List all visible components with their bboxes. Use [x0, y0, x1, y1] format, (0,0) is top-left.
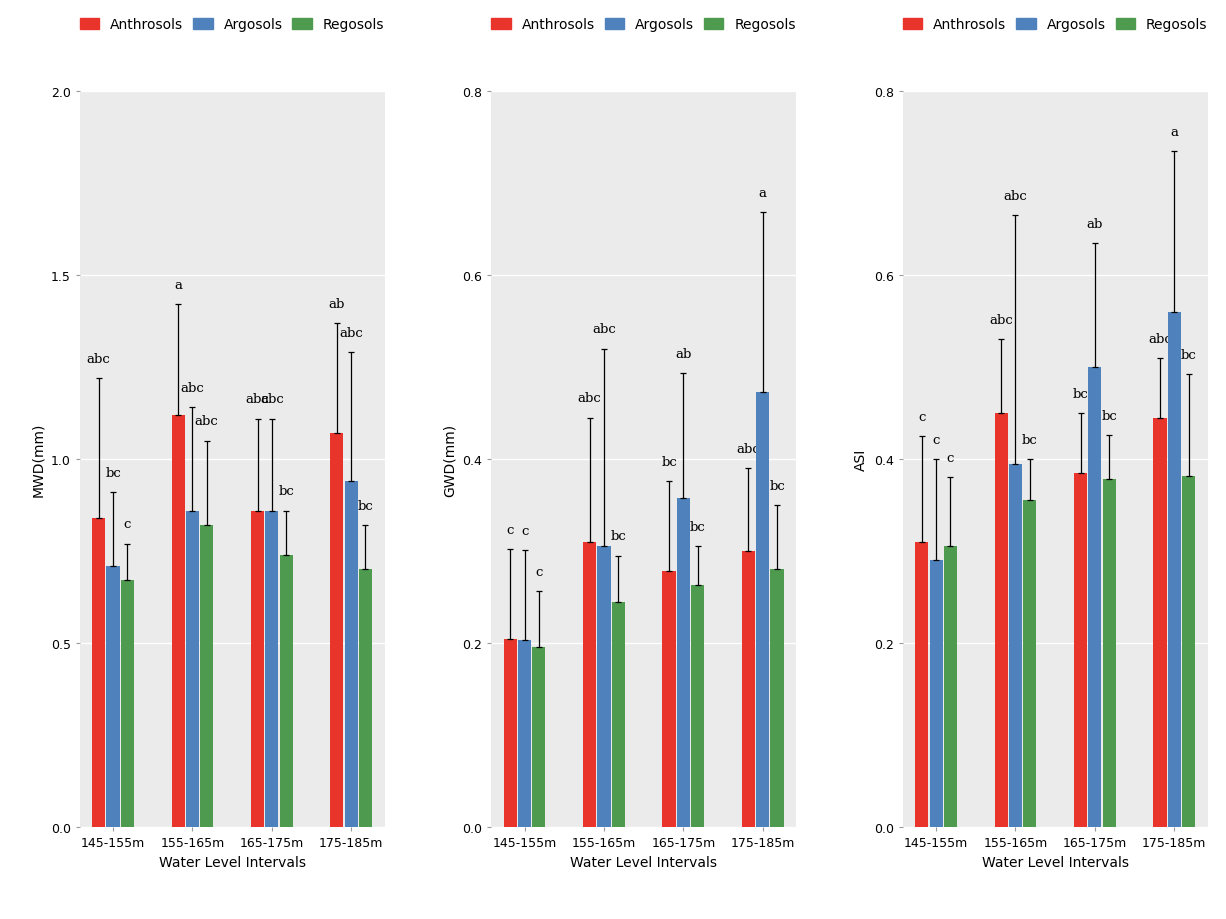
Bar	[200, 526, 213, 827]
Bar	[1167, 312, 1181, 827]
Bar	[1074, 473, 1087, 827]
Bar	[1154, 418, 1167, 827]
Bar	[265, 511, 278, 827]
Bar	[756, 392, 769, 827]
Bar	[597, 547, 611, 827]
Bar	[1009, 464, 1022, 827]
Bar	[1024, 501, 1036, 827]
Text: bc: bc	[611, 529, 626, 543]
Bar	[677, 498, 690, 827]
Legend: Anthrosols, Argosols, Regosols: Anthrosols, Argosols, Regosols	[487, 15, 801, 37]
X-axis label: Water Level Intervals: Water Level Intervals	[982, 855, 1129, 868]
Bar	[691, 585, 704, 827]
Bar	[584, 542, 596, 827]
Text: c: c	[506, 523, 514, 537]
Text: c: c	[536, 565, 543, 579]
Text: bc: bc	[358, 499, 374, 513]
X-axis label: Water Level Intervals: Water Level Intervals	[158, 855, 305, 868]
Text: a: a	[759, 187, 766, 200]
Text: bc: bc	[1181, 348, 1197, 362]
Bar	[929, 561, 943, 827]
Legend: Anthrosols, Argosols, Regosols: Anthrosols, Argosols, Regosols	[899, 15, 1211, 37]
Text: c: c	[124, 517, 131, 531]
Bar	[92, 518, 105, 827]
Bar	[944, 547, 958, 827]
Text: bc: bc	[690, 520, 705, 534]
X-axis label: Water Level Intervals: Water Level Intervals	[570, 855, 717, 868]
Text: abc: abc	[180, 381, 205, 395]
Text: abc: abc	[989, 313, 1013, 327]
Text: bc: bc	[1073, 387, 1089, 401]
Text: a: a	[174, 278, 183, 292]
Bar	[994, 414, 1008, 827]
Bar	[172, 415, 185, 827]
Bar	[1182, 476, 1195, 827]
Text: abc: abc	[737, 442, 760, 456]
Text: abc: abc	[592, 323, 615, 336]
Bar	[345, 482, 358, 827]
Bar	[251, 511, 264, 827]
Bar	[330, 434, 343, 827]
Bar	[280, 555, 293, 827]
Text: bc: bc	[1022, 433, 1037, 447]
Text: bc: bc	[769, 479, 785, 493]
Bar	[120, 581, 134, 827]
Text: ab: ab	[1086, 217, 1103, 231]
Text: ab: ab	[676, 347, 691, 361]
Text: bc: bc	[105, 466, 121, 480]
Bar	[1089, 368, 1101, 827]
Legend: Anthrosols, Argosols, Regosols: Anthrosols, Argosols, Regosols	[76, 15, 389, 37]
Bar	[1102, 480, 1116, 827]
Bar	[662, 572, 676, 827]
Y-axis label: GWD(mm): GWD(mm)	[443, 423, 456, 496]
Text: bc: bc	[661, 455, 677, 469]
Bar	[504, 640, 517, 827]
Text: abc: abc	[1004, 189, 1027, 203]
Bar	[742, 551, 755, 827]
Text: abc: abc	[87, 352, 110, 366]
Bar	[359, 570, 371, 827]
Text: c: c	[918, 410, 926, 424]
Text: c: c	[933, 433, 940, 447]
Bar	[916, 542, 928, 827]
Text: abc: abc	[1148, 332, 1172, 346]
Text: bc: bc	[278, 484, 294, 498]
Bar	[107, 566, 120, 827]
Text: c: c	[521, 524, 528, 538]
Bar	[612, 602, 625, 827]
Y-axis label: ASI: ASI	[855, 448, 868, 471]
Text: a: a	[1171, 125, 1178, 139]
Text: abc: abc	[340, 326, 363, 340]
Text: abc: abc	[577, 391, 602, 405]
Text: abc: abc	[245, 392, 270, 406]
Text: abc: abc	[195, 414, 218, 428]
Text: ab: ab	[329, 297, 345, 311]
Bar	[532, 647, 546, 827]
Text: abc: abc	[260, 392, 283, 406]
Bar	[770, 570, 783, 827]
Bar	[186, 511, 199, 827]
Text: c: c	[946, 451, 954, 465]
Bar	[519, 641, 531, 827]
Text: bc: bc	[1101, 409, 1117, 423]
Y-axis label: MWD(mm): MWD(mm)	[31, 423, 45, 496]
